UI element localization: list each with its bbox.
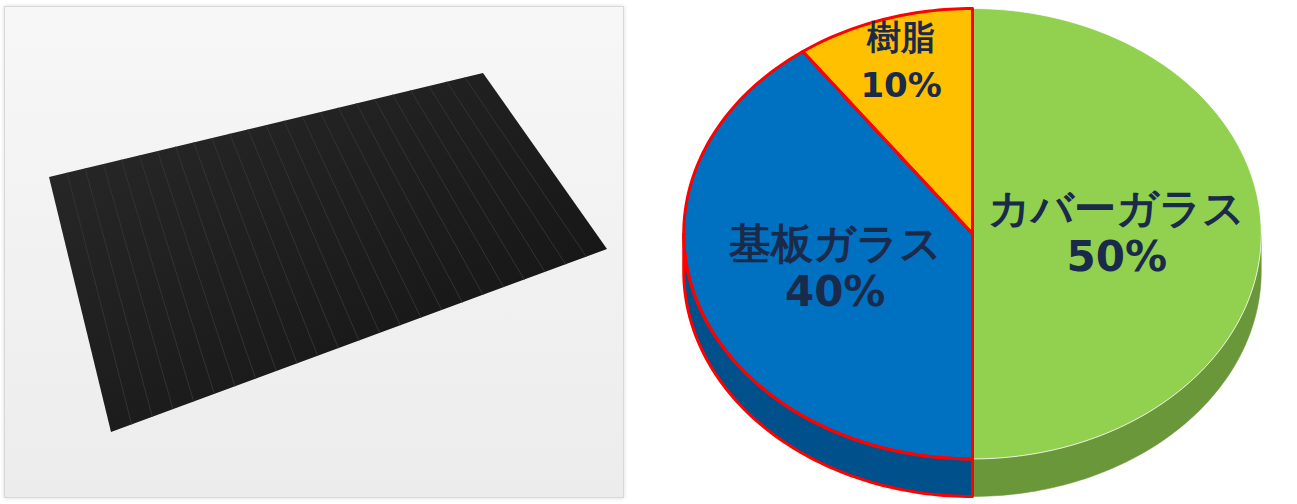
svg-text:樹脂: 樹脂 [866, 17, 935, 57]
svg-text:カバーガラス: カバーガラス [988, 184, 1245, 233]
svg-text:10%: 10% [860, 65, 941, 105]
svg-text:基板ガラス: 基板ガラス [728, 219, 942, 268]
svg-text:40%: 40% [785, 267, 886, 316]
svg-text:50%: 50% [1067, 232, 1168, 281]
